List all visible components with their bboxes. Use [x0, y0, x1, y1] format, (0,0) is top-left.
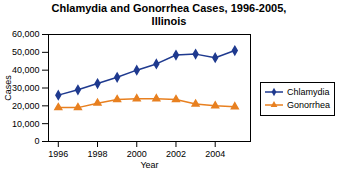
svg-text:40,000: 40,000	[12, 65, 40, 75]
svg-text:2004: 2004	[205, 149, 225, 159]
svg-text:2000: 2000	[127, 149, 147, 159]
svg-text:1998: 1998	[88, 149, 108, 159]
svg-text:20,000: 20,000	[12, 101, 40, 111]
svg-text:2002: 2002	[166, 149, 186, 159]
svg-text:50,000: 50,000	[12, 47, 40, 57]
html-text:Chlamydia: Chlamydia	[287, 86, 330, 97]
svg-text:0: 0	[34, 136, 39, 146]
svg-text:Cases: Cases	[3, 75, 13, 101]
svg-text:10,000: 10,000	[12, 119, 40, 129]
svg-text:1996: 1996	[48, 149, 68, 159]
html-text:Gonorrhea: Gonorrhea	[287, 99, 330, 110]
svg-text:Year: Year	[140, 160, 158, 170]
html-text:Chlamydia and Gonorrhea Cases,: Chlamydia and Gonorrhea Cases, 1996-2005…	[51, 2, 287, 27]
svg-text:30,000: 30,000	[12, 83, 40, 93]
svg-text:60,000: 60,000	[12, 29, 40, 39]
